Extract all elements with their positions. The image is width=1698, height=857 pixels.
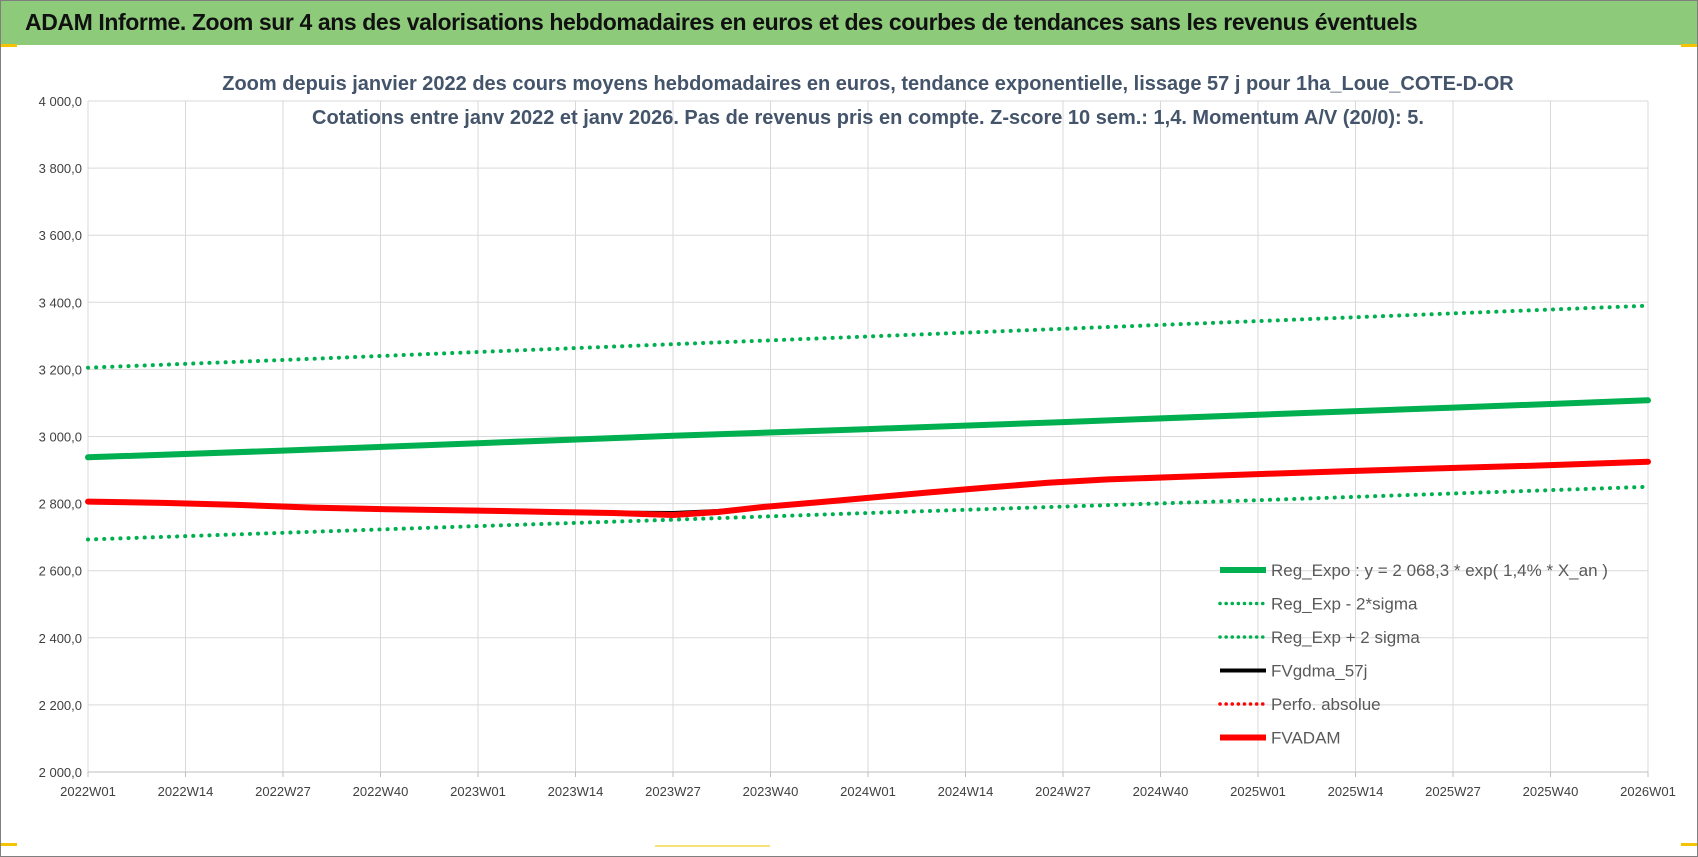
legend-label: Reg_Exp - 2*sigma (1271, 595, 1418, 614)
y-tick-label: 2 400,0 (39, 631, 82, 646)
x-tick-label: 2022W40 (353, 784, 409, 799)
x-tick-label: 2022W01 (60, 784, 116, 799)
y-tick-label: 3 400,0 (39, 295, 82, 310)
chart-grid (87, 100, 1649, 773)
corner-mark-top-right (1681, 44, 1697, 47)
x-tick-label: 2022W27 (255, 784, 311, 799)
x-tick-label: 2023W27 (645, 784, 701, 799)
legend-label: FVgdma_57j (1271, 662, 1367, 681)
x-tick-label: 2024W40 (1133, 784, 1189, 799)
x-tick-label: 2024W01 (840, 784, 896, 799)
legend-label: Reg_Exp + 2 sigma (1271, 628, 1420, 647)
series-line-2 (86, 303, 1650, 370)
corner-mark-bottom-center (655, 845, 770, 847)
subtitle-line: Zoom depuis janvier 2022 des cours moyen… (222, 73, 1514, 95)
y-tick-label: 3 600,0 (39, 228, 82, 243)
legend-label: Perfo. absolue (1271, 695, 1381, 714)
x-tick-label: 2025W40 (1523, 784, 1579, 799)
y-tick-label: 3 000,0 (39, 430, 82, 445)
x-tick-label: 2023W40 (743, 784, 799, 799)
y-tick-label: 3 200,0 (39, 362, 82, 377)
x-tick-label: 2024W27 (1035, 784, 1091, 799)
legend: Reg_Expo : y = 2 068,3 * exp( 1,4% * X_a… (1218, 561, 1608, 748)
series-group (85, 303, 1651, 542)
x-tick-label: 2025W01 (1230, 784, 1286, 799)
x-tick-label: 2023W14 (548, 784, 604, 799)
legend-label: FVADAM (1271, 729, 1341, 748)
x-tick-label: 2026W01 (1620, 784, 1676, 799)
series-line-5 (85, 458, 1651, 518)
x-tick-label: 2023W01 (450, 784, 506, 799)
x-tick-label: 2025W14 (1328, 784, 1384, 799)
subtitle-line: Cotations entre janv 2022 et janv 2026. … (312, 107, 1424, 129)
title-banner: ADAM Informe. Zoom sur 4 ans des valoris… (1, 1, 1697, 45)
y-tick-label: 2 600,0 (39, 564, 82, 579)
chart-subtitle: Zoom depuis janvier 2022 des cours moyen… (222, 73, 1514, 129)
legend-label: Reg_Expo : y = 2 068,3 * exp( 1,4% * X_a… (1271, 561, 1608, 580)
x-axis: 2022W01 2022W14 2022W27 2022W40 2023W01 2023W… (60, 771, 1676, 799)
corner-mark-bottom-right (1681, 843, 1697, 846)
y-tick-label: 2 800,0 (39, 497, 82, 512)
series-line-1 (86, 484, 1650, 542)
y-tick-label: 2 200,0 (39, 698, 82, 713)
series-line-0 (85, 397, 1651, 461)
y-tick-label: 4 000,0 (39, 94, 82, 109)
y-tick-label: 3 800,0 (39, 161, 82, 176)
banner-title: ADAM Informe. Zoom sur 4 ans des valoris… (25, 9, 1418, 35)
x-tick-label: 2025W27 (1425, 784, 1481, 799)
corner-mark-top-left (1, 44, 17, 47)
x-tick-label: 2022W14 (158, 784, 214, 799)
x-tick-label: 2024W14 (938, 784, 994, 799)
y-tick-label: 2 000,0 (39, 765, 82, 780)
y-axis: 2 000,0 2 200,0 2 400,0 2 600,0 2 800,0 3 000… (39, 94, 82, 780)
corner-mark-bottom-left (1, 843, 17, 846)
